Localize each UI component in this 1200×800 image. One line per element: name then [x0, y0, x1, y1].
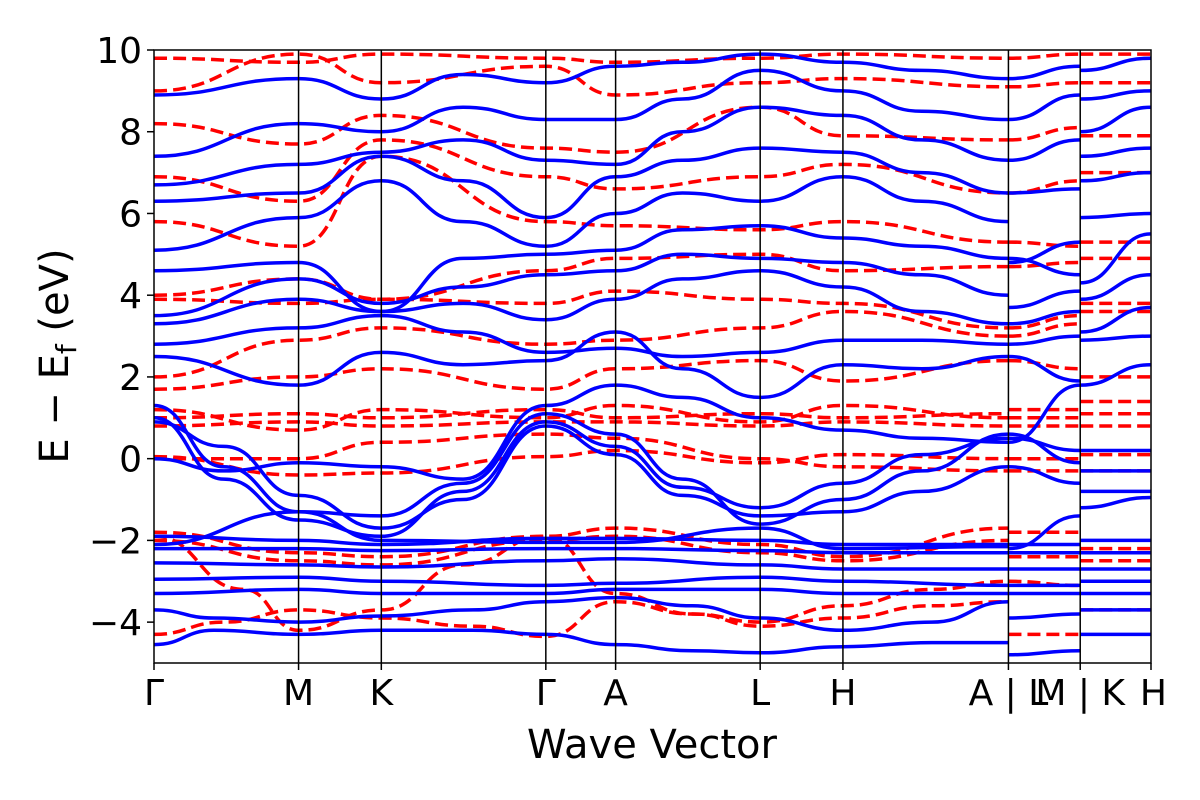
band-line-solid	[154, 628, 1151, 657]
band-line-solid	[154, 546, 1151, 555]
y-tick-label: 10	[96, 31, 142, 72]
band-line-solid	[154, 170, 1151, 265]
y-tick-label: 4	[119, 276, 142, 317]
y-axis-title-sub: f	[50, 343, 83, 354]
y-axis-ticks: −4 −2 0 2 4 6 8 10	[89, 31, 154, 644]
y-tick-label: 6	[119, 194, 142, 235]
band-line-solid	[154, 587, 1151, 596]
band-line-solid	[154, 305, 1151, 359]
band-line-solid	[154, 595, 1151, 633]
band-line-dashed	[154, 599, 1151, 639]
x-tick-label: A	[603, 673, 628, 714]
x-tick-label: M	[283, 673, 314, 714]
x-tick-label: H	[1140, 673, 1167, 714]
y-tick-label: 8	[119, 113, 142, 154]
y-tick-label: −4	[89, 603, 142, 644]
band-line-solid	[154, 416, 1151, 539]
band-line-solid	[154, 268, 1151, 326]
y-tick-label: 0	[119, 440, 142, 481]
band-line-solid	[154, 420, 1151, 530]
x-tick-label: H	[829, 673, 856, 714]
y-axis-title-unit: (eV)	[32, 248, 78, 344]
band-line-solid	[154, 557, 1151, 571]
x-axis-title: Wave Vector	[527, 722, 778, 768]
band-line-dashed	[154, 399, 1151, 432]
x-tick-label: A | L	[969, 673, 1049, 714]
x-tick-label: Γ	[144, 673, 164, 714]
band-line-solid	[154, 211, 1151, 314]
band-line-dashed	[154, 252, 1151, 302]
x-tick-label: Γ	[536, 673, 556, 714]
band-line-solid	[154, 403, 1151, 526]
plot-frame	[153, 49, 1152, 664]
band-line-solid	[154, 146, 1151, 220]
y-axis-title: E − Ef (eV)	[32, 248, 83, 463]
band-line-dashed	[154, 309, 1151, 379]
y-tick-label: 2	[119, 358, 142, 399]
bands-layer	[154, 52, 1151, 657]
band-line-dashed	[154, 420, 1151, 428]
y-axis-title-main: E − E	[32, 354, 78, 464]
band-line-dashed	[154, 105, 1151, 154]
band-line-dashed	[154, 154, 1151, 248]
band-line-solid	[154, 52, 1151, 101]
x-tick-label: M | K	[1035, 673, 1126, 714]
x-tick-label: K	[370, 673, 395, 714]
kpoint-lines	[297, 50, 1081, 663]
x-axis-ticks: Γ M K Γ A L H A | LM | K H	[144, 663, 1167, 714]
band-line-dashed	[154, 358, 1151, 391]
band-line-solid	[154, 362, 1151, 481]
x-tick-label: L	[750, 673, 770, 714]
band-line-solid	[154, 232, 1151, 318]
y-tick-label: −2	[89, 521, 142, 562]
